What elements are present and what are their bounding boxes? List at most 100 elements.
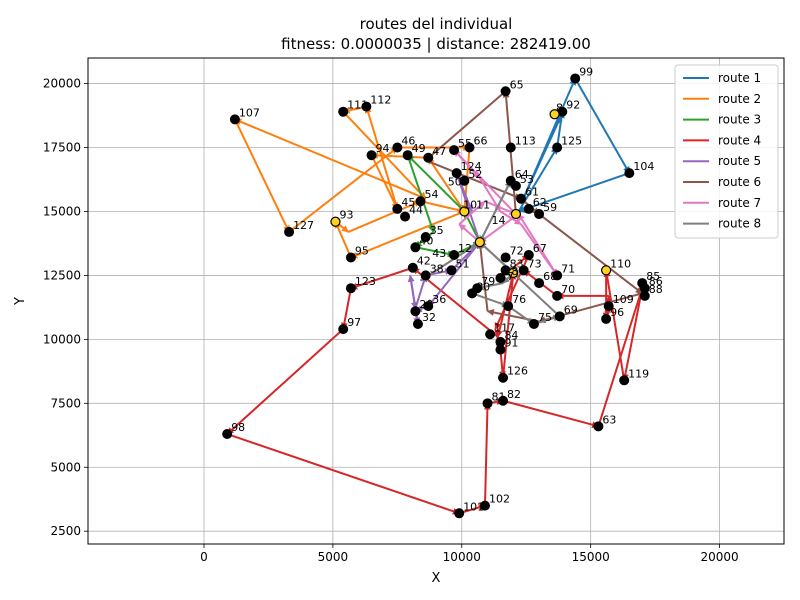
node-label: 11 <box>476 198 490 211</box>
node-marker <box>554 311 565 322</box>
node-marker <box>624 168 635 179</box>
node-label: 59 <box>543 201 557 214</box>
node-marker <box>482 398 493 409</box>
node-label: 12 <box>458 242 472 255</box>
route-6-segment <box>425 90 507 162</box>
depot-marker <box>510 208 522 220</box>
route-2-segment <box>350 210 465 259</box>
chart-title: routes del individual <box>360 15 513 33</box>
node-label: 94 <box>376 142 390 155</box>
node-label: 7 <box>507 270 514 283</box>
node-marker <box>593 421 604 432</box>
node-marker <box>420 270 431 281</box>
node-marker <box>338 106 349 117</box>
node-marker <box>528 319 539 330</box>
node-label: 38 <box>430 262 444 275</box>
x-axis-label: X <box>432 571 441 586</box>
node-marker <box>284 226 295 237</box>
route-7-segment <box>479 213 520 243</box>
legend-label: route 8 <box>718 217 761 231</box>
route-5-segment <box>414 274 428 309</box>
node-marker <box>570 73 581 84</box>
node-marker <box>222 429 233 440</box>
node-label: 67 <box>533 242 547 255</box>
node-label: 10 <box>463 198 477 211</box>
y-tick-label: 10000 <box>43 332 81 346</box>
route-3-segment <box>406 154 435 233</box>
chart-subtitle: fitness: 0.0000035 | distance: 282419.00 <box>281 35 591 53</box>
route-4-segment <box>226 328 344 435</box>
node-marker <box>510 180 521 191</box>
x-tick-label: 20000 <box>700 550 738 564</box>
node-label: 124 <box>461 160 482 173</box>
route-8-segment <box>479 241 561 318</box>
node-marker <box>639 290 650 301</box>
node-marker <box>454 508 465 519</box>
node-label: 54 <box>425 188 439 201</box>
route-2-segment <box>234 118 427 200</box>
route-6-segment <box>538 213 643 295</box>
route-5-segment <box>409 275 418 310</box>
node-label: 93 <box>339 209 353 222</box>
node-label: 29 <box>419 298 433 311</box>
node-marker <box>603 301 614 312</box>
node-marker <box>505 142 516 153</box>
route-7-segment <box>458 200 486 226</box>
route-7-segment <box>499 210 522 226</box>
depot-marker <box>330 216 341 227</box>
node-marker <box>407 262 418 273</box>
node-label: 98 <box>231 421 245 434</box>
route-2-segment <box>420 200 466 214</box>
route-4-segment <box>226 433 460 515</box>
node-marker <box>451 168 462 179</box>
node-label: 40 <box>419 234 433 247</box>
node-marker <box>361 101 372 112</box>
legend: route 1 route 2 route 3 route 4 route 5 route… <box>674 64 779 239</box>
legend-label: route 1 <box>718 71 761 85</box>
node-marker <box>366 150 377 161</box>
y-tick-label: 2500 <box>50 524 81 538</box>
node-marker <box>402 150 413 161</box>
node-label: 127 <box>293 219 314 232</box>
node-marker <box>345 283 356 294</box>
route-4-segment <box>621 288 644 381</box>
node-label: 49 <box>412 142 426 155</box>
node-marker <box>495 272 506 283</box>
legend-label: route 7 <box>718 196 761 210</box>
node-marker <box>485 329 496 340</box>
route-lines <box>226 77 644 515</box>
node-marker <box>449 145 460 156</box>
y-tick-label: 7500 <box>50 396 81 410</box>
node-label: 109 <box>613 293 634 306</box>
node-marker <box>410 242 421 253</box>
node-marker <box>503 301 514 312</box>
node-label: 80 <box>476 280 490 293</box>
node-label: 79 <box>481 275 495 288</box>
legend-label: route 4 <box>718 133 761 147</box>
node-marker <box>423 152 434 163</box>
route-2-segment <box>234 118 290 233</box>
node-marker <box>552 142 563 153</box>
node-label: 82 <box>507 388 521 401</box>
node-label: 43 <box>432 247 446 260</box>
node-label: 72 <box>510 245 524 258</box>
node-label: 83 <box>510 257 524 270</box>
node-marker <box>523 203 534 214</box>
node-label: 68 <box>543 270 557 283</box>
legend-label: route 5 <box>718 154 761 168</box>
node-label: 36 <box>432 293 446 306</box>
route-1-segment <box>520 124 559 205</box>
node-label: 51 <box>455 257 469 270</box>
route-2-segment <box>334 221 352 258</box>
node-marker <box>534 278 545 289</box>
node-label: 88 <box>649 283 663 296</box>
node-marker <box>534 209 545 220</box>
node-label: 107 <box>239 106 260 119</box>
node-label: 52 <box>468 168 482 181</box>
route-7-segment <box>517 213 559 276</box>
y-tick-label: 15000 <box>43 204 81 218</box>
node-label: 62 <box>533 196 547 209</box>
node-label: 99 <box>579 65 593 78</box>
